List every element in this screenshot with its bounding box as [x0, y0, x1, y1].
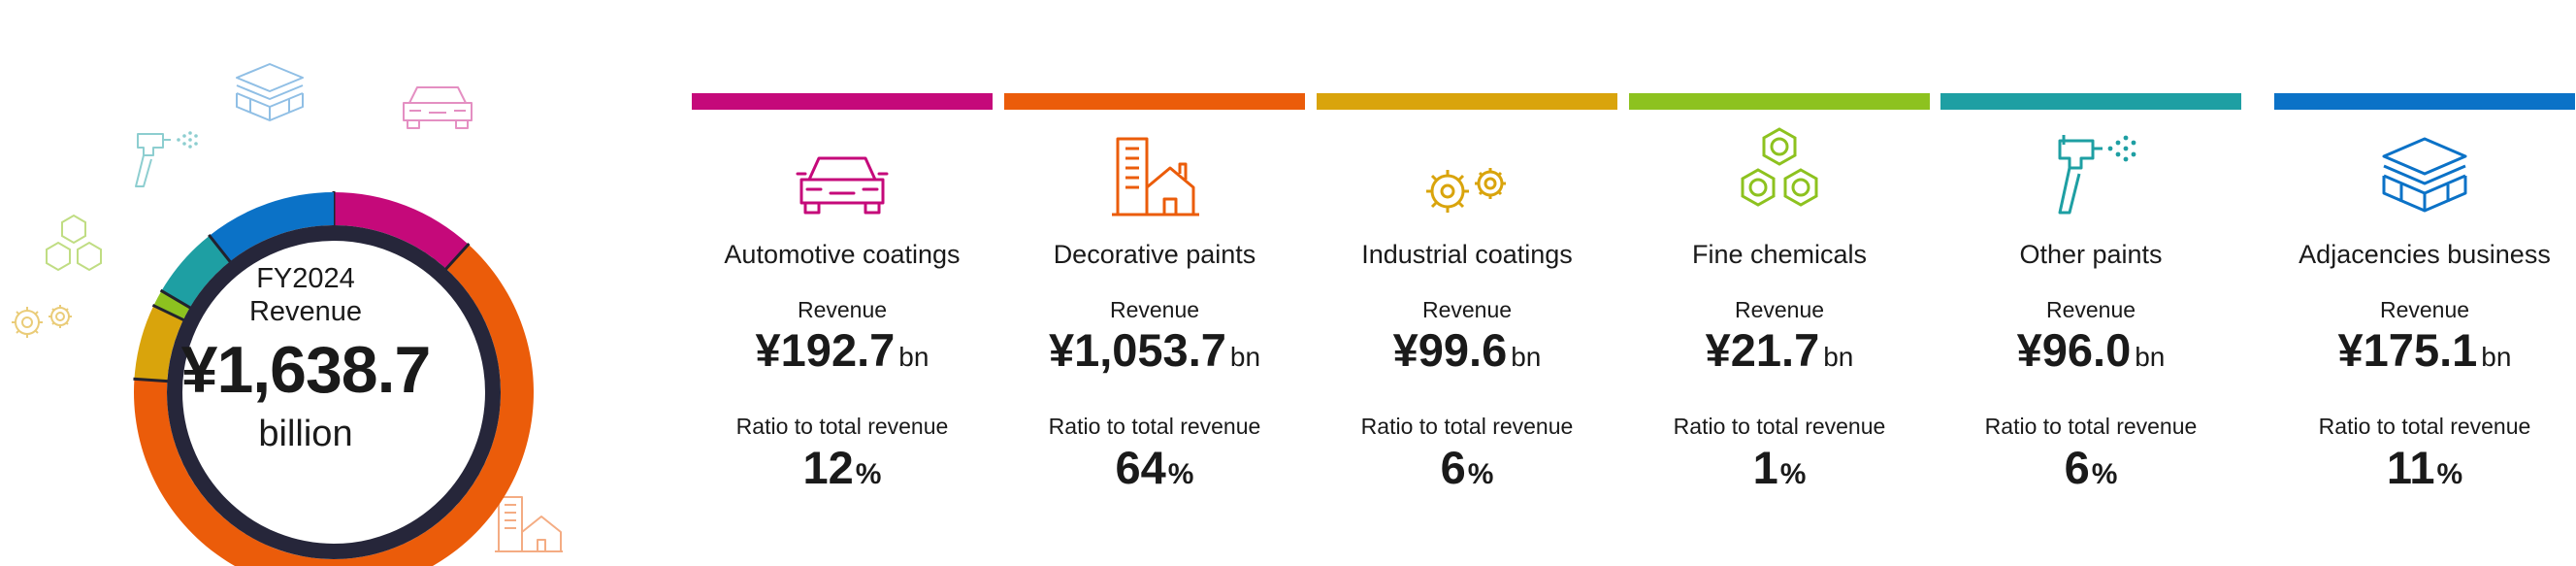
car-icon	[692, 125, 993, 218]
segment-column: Industrial coatings Revenue ¥99.6 bn Rati…	[1317, 93, 1617, 506]
segment-ratio: 6%	[1317, 442, 1617, 506]
revenue-donut-chart	[133, 191, 534, 566]
donut-slice-adjacencies-business	[209, 192, 334, 262]
segment-name: Automotive coatings	[724, 240, 961, 269]
segment-ratio: 64%	[1004, 442, 1305, 506]
revenue-unit: bn	[1511, 342, 1542, 372]
segment-revenue: ¥21.7 bn	[1629, 325, 1930, 387]
ratio-unit: %	[1167, 458, 1194, 490]
segment-name: Industrial coatings	[1361, 240, 1573, 269]
revenue-unit: bn	[1823, 342, 1854, 372]
segment-ratio: 6%	[1940, 442, 2241, 506]
center-total-value: ¥1,638.7	[180, 333, 432, 407]
donut-slice-decorative-paints	[134, 244, 534, 566]
revenue-label: Revenue	[1734, 297, 1825, 322]
segment-name: Adjacencies business	[2299, 240, 2551, 269]
revenue-value: ¥21.7	[1705, 324, 1820, 376]
car-icon	[403, 86, 473, 129]
center-revenue-label: Revenue	[248, 296, 363, 327]
ratio-value: 11	[2386, 442, 2435, 493]
ratio-value: 1	[1752, 442, 1778, 493]
segment-column: Fine chemicals Revenue ¥21.7 bn Ratio to …	[1629, 93, 1930, 506]
ratio-unit: %	[1467, 458, 1494, 490]
ratio-label: Ratio to total revenue	[1673, 414, 1886, 439]
ratio-label: Ratio to total revenue	[1360, 414, 1574, 439]
revenue-value: ¥99.6	[1392, 324, 1508, 376]
segment-revenue: ¥96.0 bn	[1940, 325, 2241, 387]
donut-slice-separator	[443, 242, 471, 272]
ratio-unit: %	[855, 458, 882, 490]
ratio-unit: %	[2436, 458, 2463, 490]
segment-color-bar	[1940, 93, 2241, 110]
segment-color-bar	[1004, 93, 1305, 110]
ratio-value: 64	[1115, 442, 1166, 493]
center-fiscal-year: FY2024	[256, 263, 355, 294]
segment-name: Decorative paints	[1053, 240, 1256, 269]
revenue-label: Revenue	[2379, 297, 2470, 322]
buildings-icon	[1004, 125, 1305, 218]
revenue-unit: bn	[2135, 342, 2166, 372]
gears-icon	[12, 305, 72, 338]
donut-slice-separator	[151, 303, 186, 322]
ratio-value: 6	[1440, 442, 1466, 493]
ratio-unit: %	[1779, 458, 1807, 490]
donut-slice-separator	[208, 233, 233, 264]
donut-slice-fine-chemicals	[153, 290, 190, 320]
segment-revenue: ¥99.6 bn	[1317, 325, 1617, 387]
segment-column: Automotive coatings Revenue ¥192.7 bn Rat…	[692, 93, 993, 506]
ratio-label: Ratio to total revenue	[1048, 414, 1261, 439]
center-unit: billion	[258, 414, 353, 454]
segment-column: Adjacencies business Revenue ¥175.1 bn Ra…	[2274, 93, 2575, 506]
segment-ratio: 12%	[692, 442, 993, 506]
segment-color-bar	[1317, 93, 1617, 110]
revenue-value: ¥96.0	[2016, 324, 2132, 376]
donut-slice-automotive-coatings	[334, 192, 469, 269]
segment-revenue: ¥1,053.7 bn	[1004, 325, 1305, 387]
segment-column: Decorative paints Revenue ¥1,053.7 bn Rat…	[1004, 93, 1305, 506]
spray-gun-icon	[1940, 125, 2241, 218]
donut-slice-separator	[159, 288, 193, 311]
revenue-label: Revenue	[1421, 297, 1513, 322]
donut-slice-industrial-coatings	[134, 305, 183, 382]
segment-color-bar	[2274, 93, 2575, 110]
ratio-label: Ratio to total revenue	[1984, 414, 2198, 439]
segment-name: Other paints	[2019, 240, 2163, 269]
gears-icon	[1317, 125, 1617, 218]
ratio-label: Ratio to total revenue	[735, 414, 949, 439]
benzene-rings-icon	[46, 214, 102, 272]
revenue-value: ¥192.7	[755, 324, 896, 376]
spray-gun-icon	[135, 131, 198, 187]
donut-slice-separator	[133, 377, 170, 383]
ratio-unit: %	[2091, 458, 2118, 490]
segment-revenue: ¥175.1 bn	[2274, 325, 2575, 387]
revenue-label: Revenue	[797, 297, 888, 322]
segment-ratio: 1%	[1629, 442, 1930, 506]
donut-slice-other-paints	[161, 235, 231, 308]
revenue-unit: bn	[898, 342, 929, 372]
layers-icon	[236, 63, 304, 121]
revenue-value: ¥175.1	[2337, 324, 2478, 376]
benzene-rings-icon	[1629, 125, 1930, 218]
segment-name: Fine chemicals	[1691, 240, 1868, 269]
ratio-label: Ratio to total revenue	[2318, 414, 2531, 439]
revenue-value: ¥1,053.7	[1048, 324, 1226, 376]
ratio-value: 6	[2064, 442, 2090, 493]
revenue-unit: bn	[2481, 342, 2512, 372]
revenue-label: Revenue	[2045, 297, 2136, 322]
ratio-value: 12	[802, 442, 854, 493]
segment-revenue: ¥192.7 bn	[692, 325, 993, 387]
segment-column: Other paints Revenue ¥96.0 bn Ratio to to…	[1940, 93, 2241, 506]
donut-inner-ring	[167, 225, 501, 559]
segment-color-bar	[1629, 93, 1930, 110]
layers-icon	[2274, 125, 2575, 218]
segment-ratio: 11%	[2274, 442, 2575, 506]
segment-color-bar	[692, 93, 993, 110]
donut-center-label: FY2024 Revenue ¥1,638.7 billion	[160, 262, 451, 456]
revenue-unit: bn	[1229, 342, 1261, 372]
revenue-label: Revenue	[1109, 297, 1200, 322]
buildings-icon	[495, 496, 563, 552]
